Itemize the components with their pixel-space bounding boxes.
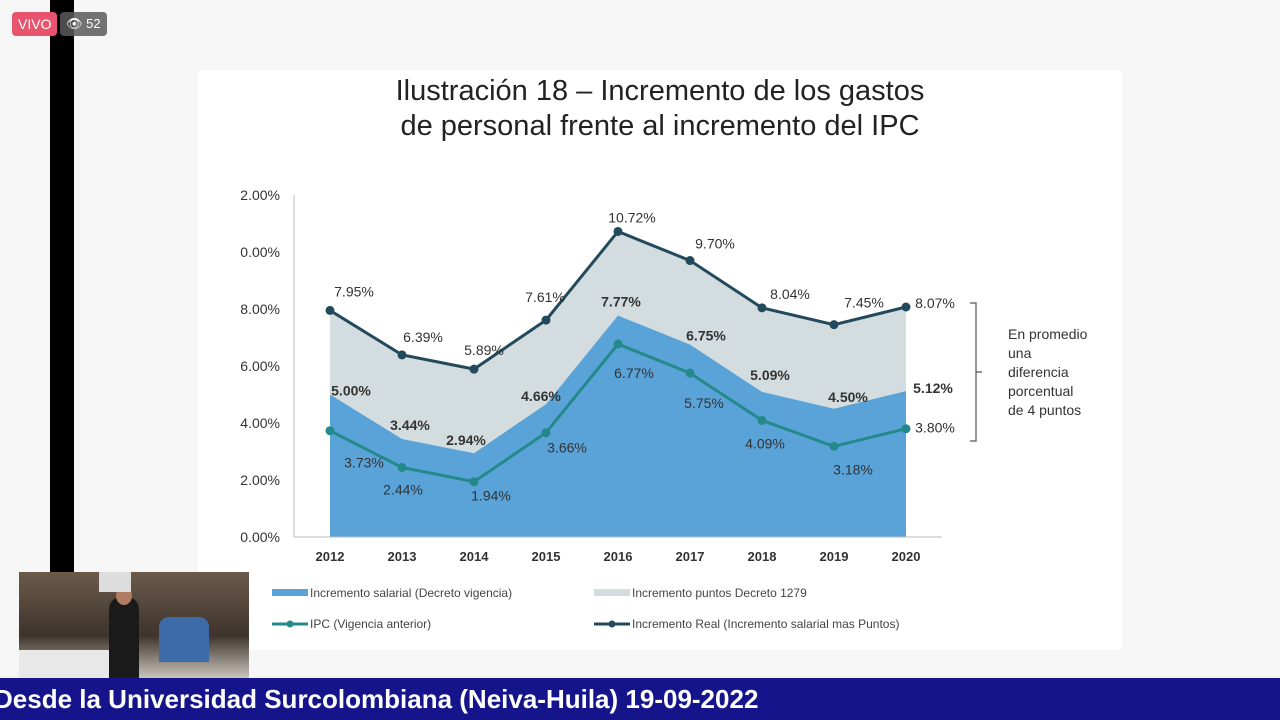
point-incremento-real: [829, 320, 839, 330]
bracket: [970, 302, 982, 442]
y-tick-label: 0.00%: [240, 529, 280, 545]
data-label-incremento-real: 6.39%: [403, 329, 443, 345]
y-tick-label: 4.00%: [240, 415, 280, 431]
data-label-ipc: 4.09%: [745, 435, 785, 451]
data-label-incremento-real: 9.70%: [695, 236, 735, 252]
data-label-incremento-real: 7.61%: [525, 289, 565, 305]
title-line-2: de personal frente al incremento del IPC: [400, 110, 920, 142]
legend-label: Incremento puntos Decreto 1279: [632, 586, 807, 600]
point-ipc: [397, 462, 407, 472]
point-ipc: [829, 441, 839, 451]
data-label-ipc: 6.77%: [614, 365, 654, 381]
x-tick-label: 2020: [892, 549, 921, 564]
note-line: una: [1008, 345, 1032, 361]
legend-marker-real: [608, 620, 616, 628]
data-label-incremento-real: 7.95%: [334, 283, 374, 299]
data-label-incremento-real: 10.72%: [608, 209, 655, 225]
live-badge: VIVO: [12, 12, 58, 36]
point-ipc: [469, 477, 479, 487]
data-label-incremento-salarial: 5.09%: [750, 367, 790, 383]
legend-label: IPC (Vigencia anterior): [310, 617, 431, 631]
data-label-incremento-salarial: 6.75%: [686, 328, 726, 344]
data-label-incremento-real: 7.45%: [844, 295, 884, 311]
note-line: de 4 puntos: [1008, 402, 1082, 418]
x-tick-label: 2017: [676, 549, 705, 564]
point-incremento-real: [685, 256, 695, 266]
point-incremento-real: [757, 303, 767, 313]
eye-icon: 👁: [66, 16, 83, 31]
data-label-incremento-real: 5.89%: [464, 342, 504, 358]
x-tick-label: 2018: [748, 549, 777, 564]
data-label-incremento-salarial: 2.94%: [446, 432, 486, 448]
caption-text: Desde la Universidad Surcolombiana (Neiv…: [0, 684, 759, 714]
point-ipc: [901, 424, 911, 434]
point-incremento-real: [613, 226, 623, 236]
data-label-incremento-salarial: 5.12%: [913, 380, 953, 396]
y-tick-label: 6.00%: [240, 358, 280, 374]
y-tick-label: 2.00%: [240, 187, 280, 203]
point-ipc: [541, 428, 551, 438]
note-line: diferencia: [1008, 364, 1069, 380]
point-incremento-real: [325, 305, 335, 315]
point-ipc: [685, 368, 695, 378]
legend-label: Incremento Real (Incremento salarial mas…: [632, 617, 899, 631]
viewer-count-badge: 👁 52: [60, 12, 107, 36]
title-line-1: Ilustración 18 – Incremento de los gasto…: [395, 75, 925, 107]
data-label-ipc: 2.44%: [383, 481, 423, 497]
data-label-incremento-real: 8.04%: [770, 286, 810, 302]
y-tick-label: 8.00%: [240, 301, 280, 317]
annotation-note: En promedio una diferencia porcentual de…: [1008, 325, 1108, 420]
x-tick-label: 2013: [388, 549, 417, 564]
data-label-ipc: 3.80%: [915, 420, 955, 436]
person-figure: [109, 597, 139, 678]
x-tick-label: 2012: [316, 549, 345, 564]
chart-title: Ilustración 18 – Incremento de los gasto…: [198, 74, 1122, 144]
note-line: porcentual: [1008, 383, 1074, 399]
data-label-ipc: 5.75%: [684, 395, 724, 411]
data-label-incremento-salarial: 4.50%: [828, 389, 868, 405]
caption-banner: Desde la Universidad Surcolombiana (Neiv…: [0, 678, 1280, 720]
legend-swatch-salarial: [272, 589, 308, 596]
y-tick-label: 2.00%: [240, 472, 280, 488]
point-incremento-real: [469, 364, 479, 374]
data-label-incremento-salarial: 7.77%: [601, 294, 641, 310]
legend-marker-ipc: [286, 620, 294, 628]
x-tick-label: 2014: [460, 549, 490, 564]
table: [19, 650, 109, 678]
data-label-ipc: 3.66%: [547, 440, 587, 456]
data-label-ipc: 3.73%: [344, 455, 384, 471]
data-label-incremento-real: 8.07%: [915, 295, 955, 311]
point-ipc: [613, 339, 623, 349]
x-tick-label: 2016: [604, 549, 633, 564]
video-divider: [50, 0, 74, 572]
webcam-thumbnail[interactable]: [19, 572, 249, 678]
legend-swatch-puntos: [594, 589, 630, 596]
point-incremento-real: [901, 302, 911, 312]
point-incremento-real: [397, 350, 407, 360]
x-tick-label: 2019: [820, 549, 849, 564]
x-tick-label: 2015: [532, 549, 561, 564]
data-label-incremento-salarial: 3.44%: [390, 417, 430, 433]
y-tick-label: 0.00%: [240, 244, 280, 260]
data-label-ipc: 3.18%: [833, 461, 873, 477]
viewer-count: 52: [86, 16, 101, 31]
data-label-ipc: 1.94%: [471, 488, 511, 504]
point-ipc: [757, 415, 767, 425]
person-figure: [159, 617, 209, 662]
point-ipc: [325, 426, 335, 436]
data-label-incremento-salarial: 4.66%: [521, 388, 561, 404]
point-incremento-real: [541, 315, 551, 325]
legend-label: Incremento salarial (Decreto vigencia): [310, 586, 512, 600]
sign: [99, 572, 131, 592]
data-label-incremento-salarial: 5.00%: [331, 383, 371, 399]
note-line: En promedio: [1008, 326, 1088, 342]
